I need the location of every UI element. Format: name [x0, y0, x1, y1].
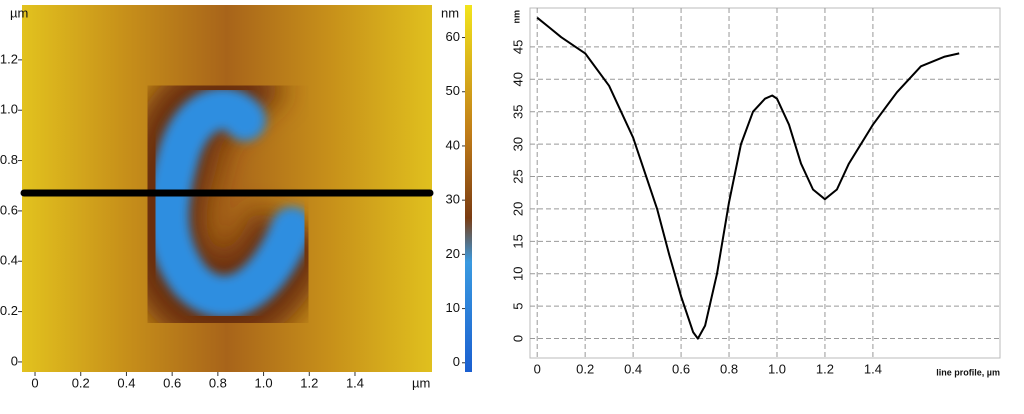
y-tick-label: 0.2 [0, 303, 18, 318]
x-tick-label: 0.4 [117, 375, 135, 390]
x-tick-label: 1.0 [255, 375, 273, 390]
y-tick-label: 35 [510, 104, 525, 118]
y-tick-label: 0 [510, 335, 525, 342]
y-tick-label: 0.6 [0, 202, 18, 217]
x-tick-label: 0 [534, 361, 541, 376]
y-tick-label: 40 [510, 72, 525, 86]
x-tick-label: 0.6 [672, 361, 690, 376]
x-axis-label: line profile, µm [936, 367, 1000, 377]
profile-curve [536, 16, 960, 340]
y-axis-label: µm [10, 5, 28, 20]
colorbar-tick-label: 40 [446, 137, 460, 152]
y-tick-label: 20 [510, 202, 525, 216]
colorbar-tick-label: 50 [446, 83, 460, 98]
x-tick-label: 0.4 [624, 361, 642, 376]
x-tick-label: 0.2 [576, 361, 594, 376]
colorbar-tick-label: 0 [453, 354, 460, 369]
y-tick-label: 5 [510, 303, 525, 310]
colorbar [465, 5, 472, 372]
x-tick-label: 0 [31, 375, 38, 390]
y-tick-label: 1.2 [0, 51, 18, 66]
x-tick-label: 1.4 [864, 361, 882, 376]
y-tick-label: 25 [510, 169, 525, 183]
y-tick-label: 45 [510, 40, 525, 54]
x-axis-label: µm [412, 375, 430, 390]
y-tick-label: 0.8 [0, 152, 18, 167]
colorbar-tick-label: 20 [446, 246, 460, 261]
plot-frame [529, 7, 1001, 359]
y-tick-label: 30 [510, 137, 525, 151]
x-tick-label: 1.0 [768, 361, 786, 376]
x-tick-label: 1.2 [816, 361, 834, 376]
afm-image [22, 5, 432, 372]
x-tick-label: 0.2 [72, 375, 90, 390]
colorbar-tick-label: 60 [446, 29, 460, 44]
y-tick-label: 10 [510, 267, 525, 281]
y-tick-label: 1.0 [0, 102, 18, 117]
colorbar-label: nm [441, 5, 459, 20]
x-tick-label: 1.2 [300, 375, 318, 390]
x-tick-label: 0.6 [163, 375, 181, 390]
x-tick-label: 1.4 [346, 375, 364, 390]
colorbar-tick-label: 10 [446, 300, 460, 315]
x-tick-label: 0.8 [720, 361, 738, 376]
y-tick-label: 0.4 [0, 253, 18, 268]
y-axis-label: nm [511, 10, 521, 24]
y-tick-label: 0 [11, 353, 18, 368]
x-tick-label: 0.8 [209, 375, 227, 390]
colorbar-tick-label: 30 [446, 192, 460, 207]
y-tick-label: 15 [510, 234, 525, 248]
